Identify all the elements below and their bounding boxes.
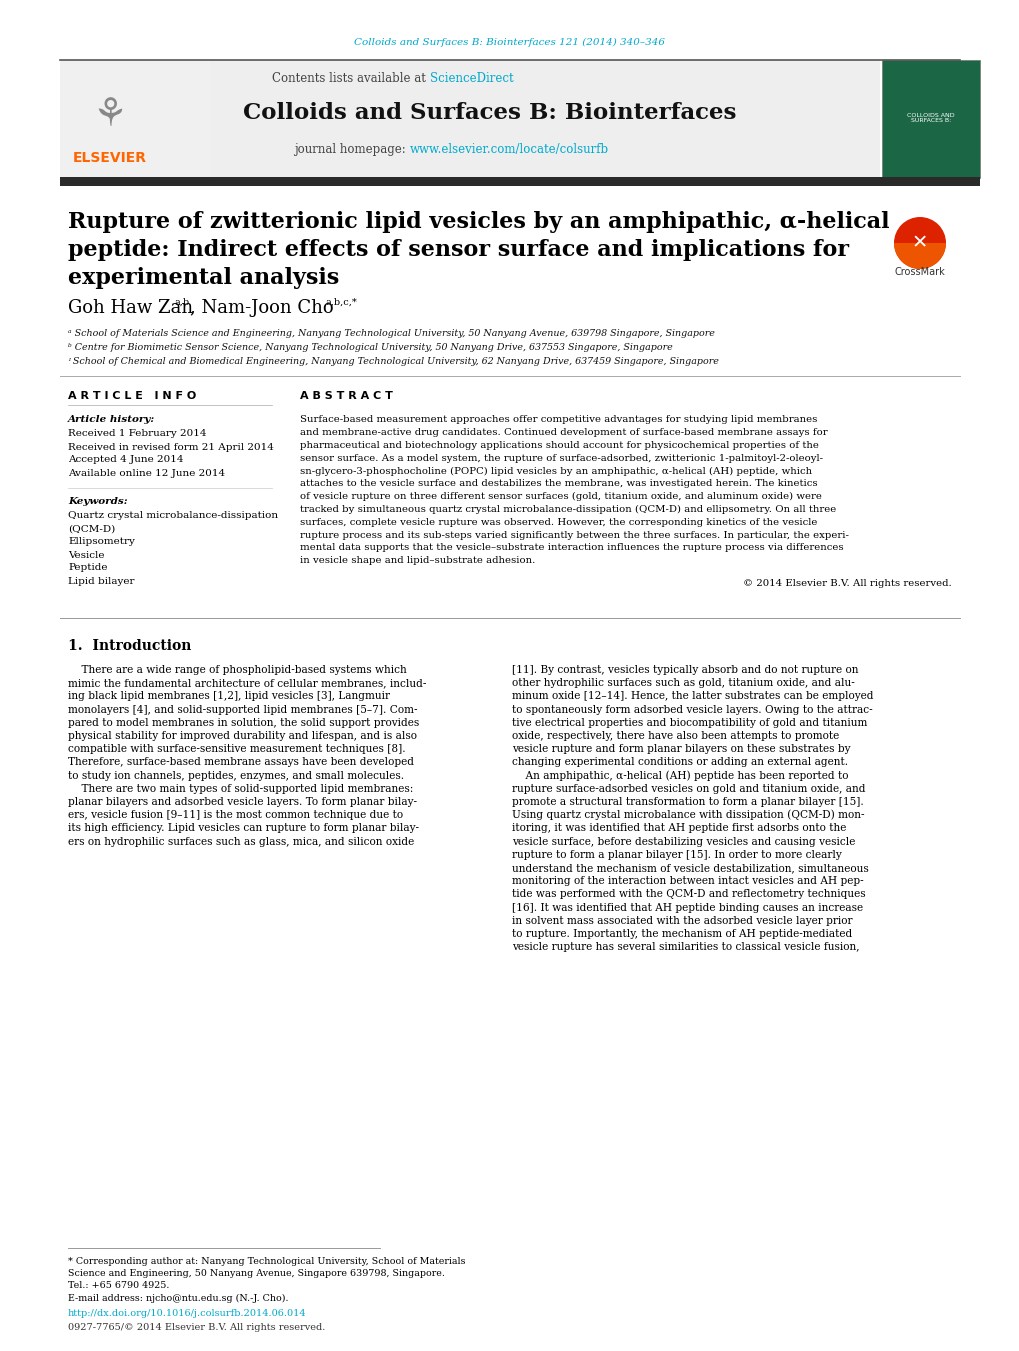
Text: peptide: Indirect effects of sensor surface and implications for: peptide: Indirect effects of sensor surf… [68, 239, 848, 261]
Text: [16]. It was identified that AH peptide binding causes an increase: [16]. It was identified that AH peptide … [512, 902, 862, 912]
Bar [60, 177, 979, 186]
Text: ✕: ✕ [911, 234, 927, 253]
Text: a,b: a,b [175, 297, 190, 307]
Text: rupture to form a planar bilayer [15]. In order to more clearly: rupture to form a planar bilayer [15]. I… [512, 850, 841, 859]
Text: Received in revised form 21 April 2014: Received in revised form 21 April 2014 [68, 443, 274, 451]
Text: mental data supports that the vesicle–substrate interaction influences the ruptu: mental data supports that the vesicle–su… [300, 543, 843, 553]
Text: attaches to the vesicle surface and destabilizes the membrane, was investigated : attaches to the vesicle surface and dest… [300, 480, 817, 489]
Text: tive electrical properties and biocompatibility of gold and titanium: tive electrical properties and biocompat… [512, 717, 866, 728]
Text: E-mail address: njcho@ntu.edu.sg (N.-J. Cho).: E-mail address: njcho@ntu.edu.sg (N.-J. … [68, 1293, 288, 1302]
Text: rupture process and its sub-steps varied significantly between the three surface: rupture process and its sub-steps varied… [300, 531, 848, 539]
Text: to study ion channels, peptides, enzymes, and small molecules.: to study ion channels, peptides, enzymes… [68, 770, 404, 781]
Text: Surface-based measurement approaches offer competitive advantages for studying l: Surface-based measurement approaches off… [300, 416, 816, 424]
Text: physical stability for improved durability and lifespan, and is also: physical stability for improved durabili… [68, 731, 417, 740]
Text: pared to model membranes in solution, the solid support provides: pared to model membranes in solution, th… [68, 717, 419, 728]
Text: sensor surface. As a model system, the rupture of surface-adsorbed, zwitterionic: sensor surface. As a model system, the r… [300, 454, 822, 463]
Text: 1.  Introduction: 1. Introduction [68, 639, 192, 653]
Text: and membrane-active drug candidates. Continued development of surface-based memb: and membrane-active drug candidates. Con… [300, 428, 826, 438]
Text: tide was performed with the QCM-D and reflectometry techniques: tide was performed with the QCM-D and re… [512, 889, 865, 900]
Text: www.elsevier.com/locate/colsurfb: www.elsevier.com/locate/colsurfb [410, 143, 608, 157]
Text: CrossMark: CrossMark [894, 267, 945, 277]
Text: surfaces, complete vesicle rupture was observed. However, the corresponding kine: surfaces, complete vesicle rupture was o… [300, 517, 816, 527]
Text: ers on hydrophilic surfaces such as glass, mica, and silicon oxide: ers on hydrophilic surfaces such as glas… [68, 836, 414, 847]
Text: ⚘: ⚘ [93, 96, 127, 134]
Text: promote a structural transformation to form a planar bilayer [15].: promote a structural transformation to f… [512, 797, 863, 807]
Wedge shape [893, 243, 945, 269]
Text: sn-glycero-3-phosphocholine (POPC) lipid vesicles by an amphipathic, α-helical (: sn-glycero-3-phosphocholine (POPC) lipid… [300, 466, 811, 476]
Text: changing experimental conditions or adding an external agent.: changing experimental conditions or addi… [512, 758, 847, 767]
Text: , Nam-Joon Cho: , Nam-Joon Cho [190, 299, 333, 317]
Text: An amphipathic, α-helical (AH) peptide has been reported to: An amphipathic, α-helical (AH) peptide h… [512, 770, 848, 781]
Text: Therefore, surface-based membrane assays have been developed: Therefore, surface-based membrane assays… [68, 758, 414, 767]
Text: Quartz crystal microbalance-dissipation: Quartz crystal microbalance-dissipation [68, 512, 278, 520]
Circle shape [893, 218, 945, 269]
Text: to spontaneously form adsorbed vesicle layers. Owing to the attrac-: to spontaneously form adsorbed vesicle l… [512, 705, 872, 715]
Text: compatible with surface-sensitive measurement techniques [8].: compatible with surface-sensitive measur… [68, 744, 406, 754]
Text: [11]. By contrast, vesicles typically absorb and do not rupture on: [11]. By contrast, vesicles typically ab… [512, 665, 858, 676]
Text: Contents lists available at: Contents lists available at [272, 72, 430, 85]
Text: tracked by simultaneous quartz crystal microbalance-dissipation (QCM-D) and elli: tracked by simultaneous quartz crystal m… [300, 505, 836, 515]
Text: planar bilayers and adsorbed vesicle layers. To form planar bilay-: planar bilayers and adsorbed vesicle lay… [68, 797, 417, 807]
Text: oxide, respectively, there have also been attempts to promote: oxide, respectively, there have also bee… [512, 731, 839, 740]
Text: Tel.: +65 6790 4925.: Tel.: +65 6790 4925. [68, 1282, 169, 1290]
Text: COLLOIDS AND
SURFACES B:: COLLOIDS AND SURFACES B: [906, 112, 954, 123]
Text: Peptide: Peptide [68, 563, 107, 573]
Text: experimental analysis: experimental analysis [68, 267, 339, 289]
Text: ScienceDirect: ScienceDirect [430, 72, 514, 85]
Text: a,b,c,*: a,b,c,* [326, 297, 358, 307]
Text: vesicle surface, before destabilizing vesicles and causing vesicle: vesicle surface, before destabilizing ve… [512, 836, 855, 847]
Text: rupture surface-adsorbed vesicles on gold and titanium oxide, and: rupture surface-adsorbed vesicles on gol… [512, 784, 865, 794]
Text: ing black lipid membranes [1,2], lipid vesicles [3], Langmuir: ing black lipid membranes [1,2], lipid v… [68, 692, 389, 701]
Bar [60, 59, 879, 178]
Text: * Corresponding author at: Nanyang Technological University, School of Materials: * Corresponding author at: Nanyang Techn… [68, 1258, 465, 1266]
Text: ELSEVIER: ELSEVIER [73, 151, 147, 165]
Text: 0927-7765/© 2014 Elsevier B.V. All rights reserved.: 0927-7765/© 2014 Elsevier B.V. All right… [68, 1324, 325, 1332]
Text: Colloids and Surfaces B: Biointerfaces 121 (2014) 340–346: Colloids and Surfaces B: Biointerfaces 1… [355, 38, 664, 46]
Text: Article history:: Article history: [68, 416, 155, 424]
Text: its high efficiency. Lipid vesicles can rupture to form planar bilay-: its high efficiency. Lipid vesicles can … [68, 823, 419, 834]
Text: minum oxide [12–14]. Hence, the latter substrates can be employed: minum oxide [12–14]. Hence, the latter s… [512, 692, 872, 701]
Text: in vesicle shape and lipid–substrate adhesion.: in vesicle shape and lipid–substrate adh… [300, 557, 535, 565]
Text: ᵃ School of Materials Science and Engineering, Nanyang Technological University,: ᵃ School of Materials Science and Engine… [68, 330, 714, 339]
Text: Colloids and Surfaces B: Biointerfaces: Colloids and Surfaces B: Biointerfaces [243, 101, 736, 124]
Text: Available online 12 June 2014: Available online 12 June 2014 [68, 469, 225, 477]
Text: mimic the fundamental architecture of cellular membranes, includ-: mimic the fundamental architecture of ce… [68, 678, 426, 688]
Text: Received 1 February 2014: Received 1 February 2014 [68, 430, 206, 439]
Text: ᵇ Centre for Biomimetic Sensor Science, Nanyang Technological University, 50 Nan: ᵇ Centre for Biomimetic Sensor Science, … [68, 343, 673, 353]
Text: There are two main types of solid-supported lipid membranes:: There are two main types of solid-suppor… [68, 784, 413, 794]
Text: Keywords:: Keywords: [68, 497, 127, 507]
Text: journal homepage:: journal homepage: [294, 143, 410, 157]
Text: A B S T R A C T: A B S T R A C T [300, 390, 392, 401]
Text: Ellipsometry: Ellipsometry [68, 538, 135, 547]
Text: itoring, it was identified that AH peptide first adsorbs onto the: itoring, it was identified that AH pepti… [512, 823, 846, 834]
Text: of vesicle rupture on three different sensor surfaces (gold, titanium oxide, and: of vesicle rupture on three different se… [300, 492, 821, 501]
Text: monolayers [4], and solid-supported lipid membranes [5–7]. Com-: monolayers [4], and solid-supported lipi… [68, 705, 417, 715]
Text: Using quartz crystal microbalance with dissipation (QCM-D) mon-: Using quartz crystal microbalance with d… [512, 809, 864, 820]
Text: in solvent mass associated with the adsorbed vesicle layer prior: in solvent mass associated with the adso… [512, 916, 852, 925]
Text: understand the mechanism of vesicle destabilization, simultaneous: understand the mechanism of vesicle dest… [512, 863, 868, 873]
Text: A R T I C L E   I N F O: A R T I C L E I N F O [68, 390, 196, 401]
Text: monitoring of the interaction between intact vesicles and AH pep-: monitoring of the interaction between in… [512, 877, 863, 886]
Text: Goh Haw Zan: Goh Haw Zan [68, 299, 193, 317]
Text: http://dx.doi.org/10.1016/j.colsurfb.2014.06.014: http://dx.doi.org/10.1016/j.colsurfb.201… [68, 1309, 307, 1319]
Text: pharmaceutical and biotechnology applications should account for physicochemical: pharmaceutical and biotechnology applica… [300, 440, 818, 450]
Text: © 2014 Elsevier B.V. All rights reserved.: © 2014 Elsevier B.V. All rights reserved… [743, 580, 951, 588]
Text: (QCM-D): (QCM-D) [68, 524, 115, 534]
Text: Lipid bilayer: Lipid bilayer [68, 577, 135, 585]
Text: ᶦ School of Chemical and Biomedical Engineering, Nanyang Technological Universit: ᶦ School of Chemical and Biomedical Engi… [68, 358, 718, 366]
Text: Rupture of zwitterionic lipid vesicles by an amphipathic, α-helical: Rupture of zwitterionic lipid vesicles b… [68, 211, 889, 232]
Text: other hydrophilic surfaces such as gold, titanium oxide, and alu-: other hydrophilic surfaces such as gold,… [512, 678, 854, 688]
Text: Accepted 4 June 2014: Accepted 4 June 2014 [68, 455, 183, 465]
Text: There are a wide range of phospholipid-based systems which: There are a wide range of phospholipid-b… [68, 665, 407, 676]
Text: Science and Engineering, 50 Nanyang Avenue, Singapore 639798, Singapore.: Science and Engineering, 50 Nanyang Aven… [68, 1270, 444, 1278]
Text: to rupture. Importantly, the mechanism of AH peptide-mediated: to rupture. Importantly, the mechanism o… [512, 929, 852, 939]
Text: vesicle rupture and form planar bilayers on these substrates by: vesicle rupture and form planar bilayers… [512, 744, 850, 754]
Text: ers, vesicle fusion [9–11] is the most common technique due to: ers, vesicle fusion [9–11] is the most c… [68, 811, 403, 820]
Text: Vesicle: Vesicle [68, 550, 104, 559]
Text: vesicle rupture has several similarities to classical vesicle fusion,: vesicle rupture has several similarities… [512, 942, 859, 952]
Bar [881, 59, 979, 178]
Bar [60, 59, 210, 178]
